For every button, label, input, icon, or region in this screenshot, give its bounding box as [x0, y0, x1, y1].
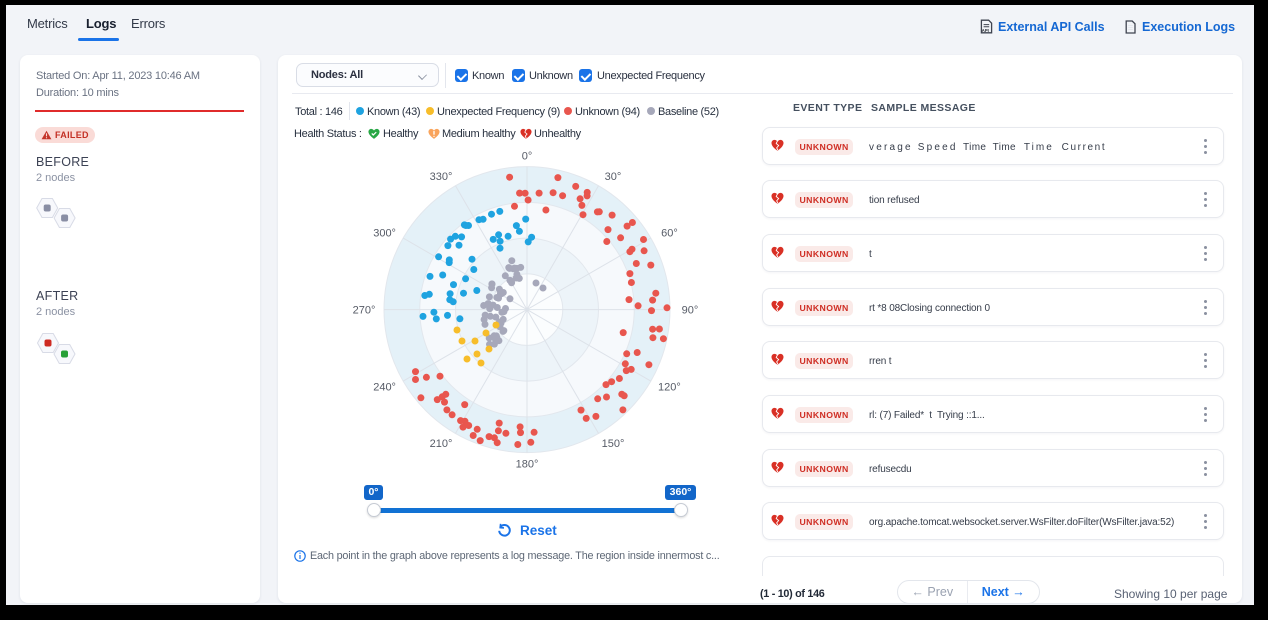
svg-text:30°: 30°	[605, 171, 622, 183]
svg-text:240°: 240°	[373, 382, 396, 394]
svg-text:0°: 0°	[522, 151, 533, 163]
svg-text:120°: 120°	[658, 382, 681, 394]
svg-text:210°: 210°	[430, 438, 453, 450]
svg-text:API: API	[982, 28, 989, 33]
svg-text:300°: 300°	[373, 228, 396, 240]
svg-text:60°: 60°	[661, 228, 678, 240]
svg-text:330°: 330°	[430, 171, 453, 183]
svg-text:180°: 180°	[516, 459, 539, 471]
svg-text:270°: 270°	[353, 305, 376, 317]
svg-text:150°: 150°	[602, 438, 625, 450]
svg-text:90°: 90°	[682, 305, 699, 317]
